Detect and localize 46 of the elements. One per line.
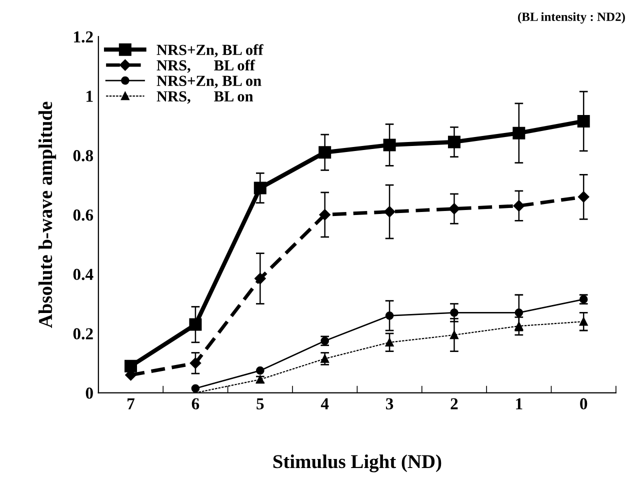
y-tick-label: 1 bbox=[86, 90, 93, 102]
point bbox=[256, 366, 264, 375]
x-tick-label: 3 bbox=[386, 398, 394, 410]
y-tick-label: 0.8 bbox=[73, 150, 94, 162]
x-tick-label: 6 bbox=[192, 398, 200, 410]
point bbox=[450, 308, 458, 317]
legend-label: NRS, BL on bbox=[156, 91, 254, 104]
x-tick-label: 4 bbox=[320, 398, 329, 410]
point bbox=[579, 317, 588, 326]
point bbox=[384, 206, 396, 218]
point bbox=[319, 209, 330, 220]
y-axis-title: Absolute b-wave amplitude bbox=[38, 102, 56, 328]
point bbox=[578, 191, 590, 203]
point bbox=[383, 138, 396, 152]
x-tick-label: 5 bbox=[256, 398, 264, 410]
point bbox=[318, 146, 332, 159]
point bbox=[385, 311, 394, 320]
y-tick-label: 0 bbox=[86, 388, 93, 399]
point bbox=[320, 354, 330, 363]
x-tick-label: 1 bbox=[516, 398, 522, 410]
legend-label: NRS+Zn, BL off bbox=[156, 44, 264, 58]
point bbox=[514, 308, 524, 317]
x-tick-label: 7 bbox=[128, 398, 135, 410]
legend-label: NRS+Zn, BL on bbox=[156, 76, 262, 88]
legend-label: NRS, BL off bbox=[156, 60, 256, 73]
point bbox=[189, 318, 202, 331]
point bbox=[124, 360, 138, 372]
text: (BL intensity : ND2) bbox=[518, 12, 625, 24]
y-tick-label: 0.6 bbox=[73, 209, 94, 221]
point bbox=[577, 114, 590, 128]
point bbox=[514, 322, 524, 330]
point bbox=[450, 330, 458, 340]
y-tick-label: 0.2 bbox=[73, 328, 93, 340]
x-tick-label: 2 bbox=[450, 398, 458, 410]
point bbox=[513, 200, 525, 212]
point bbox=[254, 182, 266, 194]
point bbox=[190, 358, 202, 369]
x-axis-title: Stimulus Light (ND) bbox=[273, 454, 442, 472]
point bbox=[448, 136, 460, 148]
x-tick-label: 0 bbox=[580, 398, 588, 410]
y-tick-label: 1.2 bbox=[74, 31, 93, 43]
point bbox=[385, 338, 394, 347]
y-tick-label: 0.4 bbox=[73, 268, 94, 280]
point bbox=[512, 126, 526, 140]
point bbox=[448, 203, 460, 214]
point bbox=[254, 272, 266, 284]
